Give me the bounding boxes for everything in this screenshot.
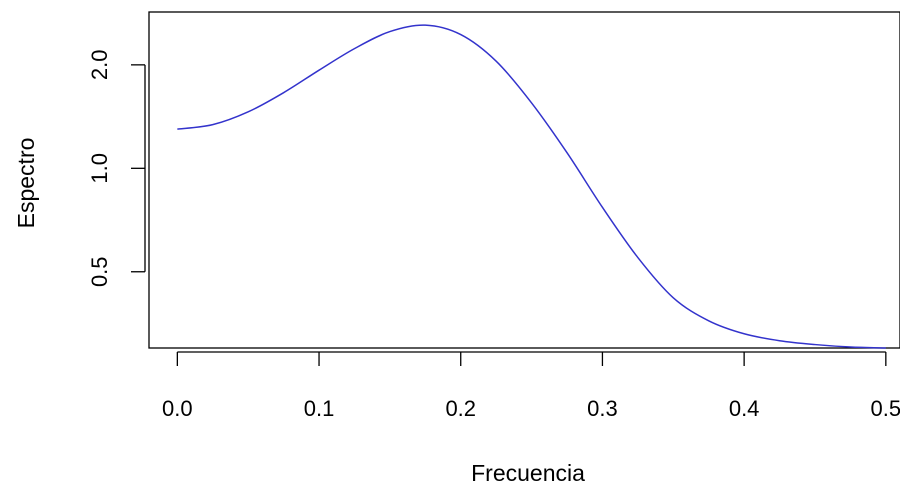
x-tick-label: 0.1 xyxy=(304,396,335,421)
y-axis-title: Espectro xyxy=(13,138,39,229)
series-layer xyxy=(177,24,886,349)
x-axis-title: Frecuencia xyxy=(471,460,585,486)
x-tick-label: 0.0 xyxy=(162,396,193,421)
spectrum-line xyxy=(177,24,886,349)
y-tick-label: 2.0 xyxy=(87,50,112,81)
x-tick-label: 0.5 xyxy=(871,396,900,421)
x-tick-label: 0.4 xyxy=(729,396,760,421)
plot-box xyxy=(148,11,900,349)
y-axis: 0.5 1.0 2.0 xyxy=(87,50,146,287)
y-tick-label: 1.0 xyxy=(87,153,112,184)
x-axis: 0.0 0.1 0.2 0.3 0.4 0.5 xyxy=(162,351,900,421)
x-tick-label: 0.2 xyxy=(445,396,476,421)
x-tick-label: 0.3 xyxy=(587,396,618,421)
y-tick-label: 0.5 xyxy=(87,256,112,287)
